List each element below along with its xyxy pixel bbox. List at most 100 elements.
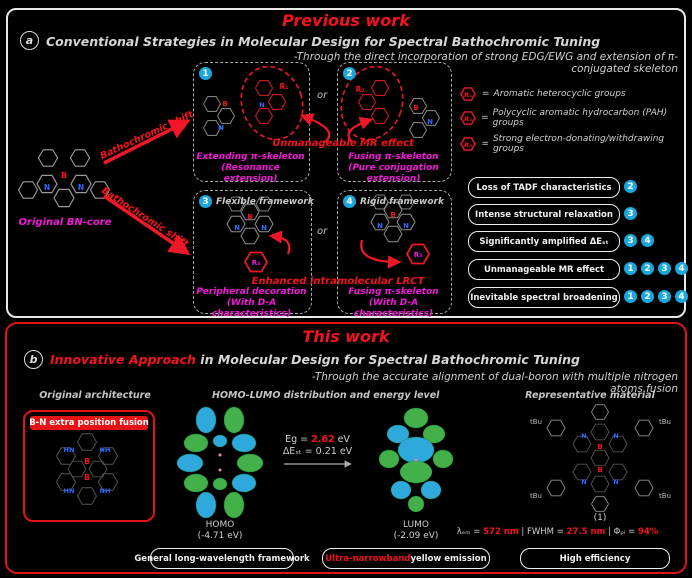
nitrogen-atom-label: N	[44, 183, 50, 192]
or-text-bottom: or	[317, 226, 328, 237]
heading-rest: in Molecular Design for Spectral Bathoch…	[195, 352, 580, 367]
nitrogen-atom-label: N	[261, 224, 267, 232]
orbital-energy: (-4.71 eV)	[197, 531, 243, 541]
compound-label: (1)	[593, 513, 607, 523]
section-a-heading: Conventional Strategies in Molecular Des…	[46, 34, 601, 49]
column-header-homo-lumo: HOMO-LUMO distribution and energy level	[212, 390, 440, 401]
architecture-box: B-N extra position fusion	[23, 410, 155, 522]
caption-line: Peripheral decoration	[196, 287, 307, 297]
nh-group-label: HN	[64, 446, 75, 454]
thiswork-core-structure: B B HN NH HN NH	[56, 433, 118, 505]
lumo-label: LUMO (-2.09 eV)	[376, 520, 456, 542]
ref-circle: 4	[675, 290, 688, 303]
column-header-architecture: Original architecture	[39, 390, 151, 401]
boron-atom-label: B	[247, 213, 252, 221]
r2-label: R₂	[464, 115, 472, 123]
ref-circle: 1	[624, 290, 637, 303]
equals-sign: =	[481, 139, 489, 149]
previous-work-title: Previous work	[282, 11, 410, 30]
panel-4-border	[337, 190, 452, 314]
photophysical-data: λₑₘ = 572 nm | FWHM = 27.5 nm | Φₚₗ = 94…	[430, 527, 685, 537]
lumo-orbital-plot	[378, 407, 454, 513]
pill-text: Inevitable spectral broadening	[470, 292, 618, 303]
tbu-group-label: tBu	[530, 418, 542, 426]
section-a-subtitle: -Through the direct incorporation of str…	[293, 51, 678, 75]
highlight-arrow	[299, 113, 331, 143]
legend-text: Aromatic heterocyclic groups	[493, 89, 626, 99]
panel-4-title: Rigid framework	[360, 197, 444, 207]
ref-circle: 3	[624, 234, 637, 247]
ref-circle: 3	[624, 207, 637, 220]
nitrogen-atom-label: N	[427, 118, 433, 126]
boron-atom-label: B	[84, 457, 90, 466]
orbital-name: LUMO	[402, 520, 429, 530]
panel-2-number: 2	[343, 67, 356, 80]
r2-substituent-label: R₂	[355, 85, 364, 94]
representative-material-structure: B B N N N N tBu tBu tBu tBu	[530, 404, 671, 512]
ref-circle: 2	[624, 180, 637, 193]
caption-line: (Pure conjugation extension)	[348, 163, 439, 184]
panel-3-caption: Peripheral decoration (With D-A characte…	[195, 287, 308, 320]
tbu-group-label: tBu	[530, 492, 542, 500]
equals-sign: =	[482, 89, 490, 99]
column-header-material: Representative material	[525, 390, 655, 401]
drawback-pill-5: Inevitable spectral broadening	[468, 287, 620, 308]
nitrogen-atom-label: N	[218, 124, 224, 132]
pill-text-red: Ultra-narrowband	[325, 553, 411, 564]
pill-text: yellow emission	[410, 553, 487, 564]
panel-3-title: Flexible framework	[216, 197, 314, 207]
pill-text: Loss of TADF characteristics	[476, 182, 612, 193]
caption-line: (With D-A characteristics)	[211, 298, 292, 319]
legend-text: Polycyclic aromatic hydrocarbon (PAH) gr…	[492, 108, 668, 128]
drawback-pill-1: Loss of TADF characteristics	[468, 177, 620, 198]
r3-label: R₃	[464, 141, 472, 149]
conclusion-pill-framework: General long-wavelength framework	[134, 548, 310, 569]
nitrogen-atom-label: N	[403, 222, 409, 230]
caption-line: (Resonance extension)	[221, 163, 280, 184]
mr-effect-note: Unmanageable MR effect	[272, 138, 414, 149]
caption-line: Extending π-skeleton	[196, 152, 305, 162]
photo-value: 94%	[637, 527, 659, 537]
conclusion-pill-emission: Ultra-narrowband yellow emission	[322, 548, 490, 569]
r2-hexagon-icon: R₂	[460, 111, 476, 125]
pill-text: Intense structural relaxation	[475, 209, 613, 220]
pill-text: General long-wavelength framework	[134, 553, 310, 564]
legend-text: Strong electron-donating/withdrawing gro…	[492, 134, 665, 154]
previous-work-frame	[6, 8, 686, 318]
section-b-marker: b	[24, 350, 43, 369]
original-bn-core-structure: B N N	[17, 149, 111, 208]
ref-circle: 3	[658, 262, 671, 275]
caption-line: Fusing π-skeleton	[348, 152, 439, 162]
boron-atom-label: B	[597, 466, 602, 474]
nitrogen-atom-label: N	[234, 224, 240, 232]
highlight-arrow	[347, 116, 374, 143]
r1-label: R₁	[464, 91, 472, 99]
this-work-frame	[5, 322, 687, 574]
tbu-group-label: tBu	[659, 492, 671, 500]
section-a-marker: a	[20, 31, 39, 50]
gap-suffix: eV	[334, 434, 350, 445]
pill-text: Significantly amplified ΔEₛₜ	[479, 236, 609, 247]
homo-label: HOMO (-4.71 eV)	[180, 520, 260, 542]
architecture-banner: B-N extra position fusion	[29, 416, 149, 430]
r3-hexagon-icon: R₃	[460, 137, 476, 151]
r3-substituent-label: R₃	[414, 251, 422, 259]
legend-row-r1: R₁ = Aromatic heterocyclic groups	[458, 84, 626, 104]
pill-1-circles: 2	[624, 180, 637, 193]
nitrogen-atom-label: N	[613, 478, 618, 486]
homo-orbital-plot	[176, 406, 264, 519]
r1-hexagon-icon: R₁	[460, 87, 476, 101]
panel-1-number: 1	[199, 67, 212, 80]
r1-substituent-label: R₁	[279, 82, 288, 91]
orbital-name: HOMO	[205, 520, 235, 530]
panel4-structure: B N N R₃	[360, 194, 430, 269]
energy-gap-text: Eg = 2.62 eV ΔEₛₜ = 0.21 eV	[270, 434, 365, 458]
boron-atom-label: B	[597, 443, 602, 451]
photo-value: 572 nm	[483, 527, 519, 537]
nitrogen-atom-label: N	[259, 101, 264, 109]
bathochromic-arrow-top	[103, 119, 191, 165]
ref-circle: 2	[641, 262, 654, 275]
